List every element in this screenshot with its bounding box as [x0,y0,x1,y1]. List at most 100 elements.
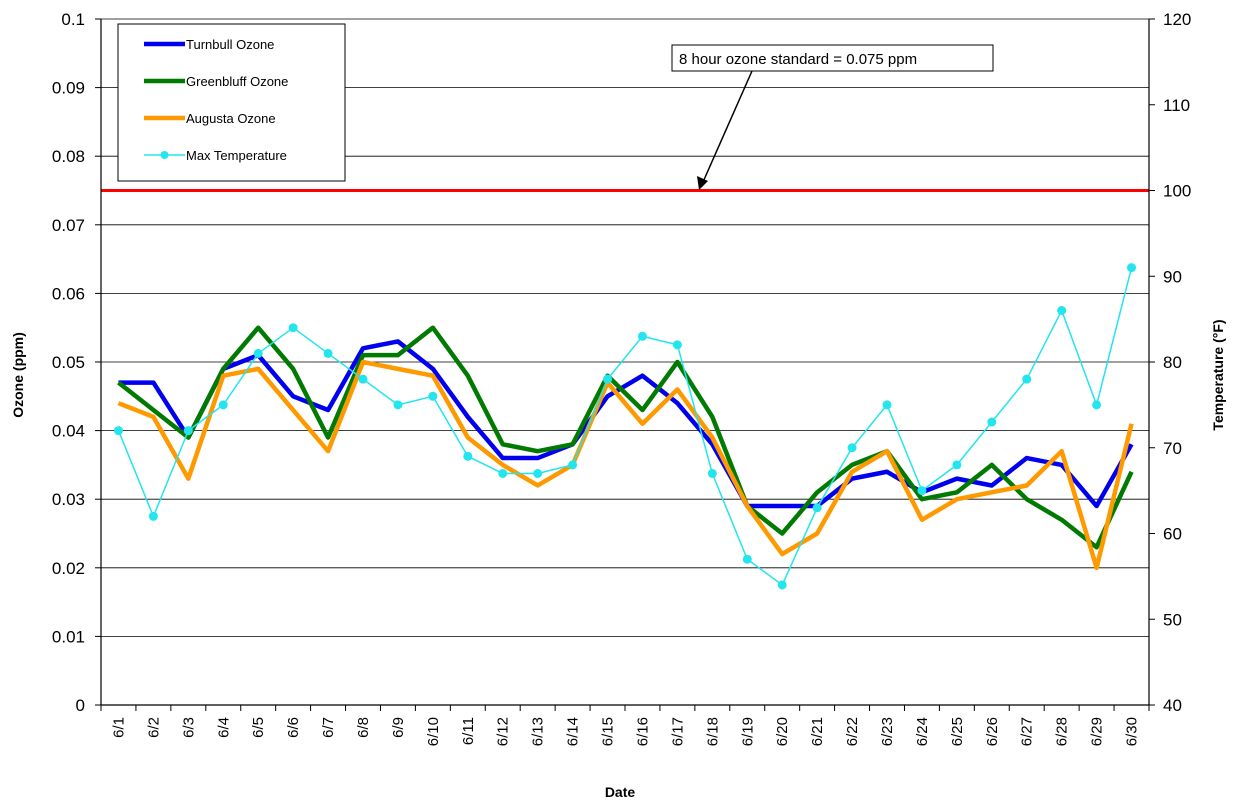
max-temperature-point [1022,374,1032,384]
legend-marker-max-temperature [160,151,169,159]
y2-tick-label: 70 [1163,439,1182,458]
annotation-arrow-shaft [702,70,753,183]
y-tick-label: 0.07 [52,216,85,235]
y2-axis-title: Temperature (°F) [1210,319,1226,430]
y2-tick-label: 60 [1163,525,1182,544]
annotation-box [671,44,994,72]
max-temperature-point [812,503,822,513]
annotation-arrow-head [697,176,708,190]
max-temperature-point [323,348,333,358]
max-temperature-point [672,340,682,350]
y2-tick-label: 120 [1163,10,1191,29]
y-tick-label: 0.05 [52,353,85,372]
left-y-tick-labels: 0 0.01 0.02 0.03 0.04 0.05 0.06 0.07 0.08 0.09 0.1 [52,10,101,715]
max-temperature-point [882,400,892,410]
max-temperature-point [498,468,508,478]
y-tick-label: 0.03 [52,490,85,509]
x-tick-label: 6/14 [565,717,582,746]
max-temperature-point [1092,400,1102,410]
max-temperature-point [1057,306,1067,316]
max-temperature-point [1127,263,1137,273]
max-temperature-line [117,267,1133,586]
x-tick-label: 6/6 [285,717,302,738]
x-tick-label: 6/26 [984,717,1001,746]
max-temperature-point [148,511,158,521]
y-tick-label: 0.1 [61,10,85,29]
x-tick-label: 6/8 [355,717,372,738]
y-tick-label: 0.01 [52,627,85,646]
x-tick-label: 6/16 [634,717,651,746]
annotation: 8 hour ozone standard = 0.075 ppm [671,44,994,190]
x-tick-label: 6/9 [390,717,407,738]
gridlines [101,18,1149,706]
max-temperature-point [428,391,438,401]
y2-tick-label: 110 [1163,96,1190,115]
y-tick-label: 0 [76,696,85,715]
x-tick-label: 6/3 [180,717,197,738]
max-temperature-point [777,580,787,590]
x-tick-labels: 6/1 6/2 6/3 6/4 6/5 6/6 6/7 6/8 6/9 6/10 6/11 6/12 6… [100,705,1150,746]
x-tick-label: 6/23 [879,717,896,746]
turnbull-ozone-line [118,339,1134,509]
legend: Turnbull Ozone Greenbluff Ozone Augusta Oz… [117,23,346,182]
y2-tick-label: 100 [1163,182,1191,201]
annotation-text: 8 hour ozone standard = 0.075 ppm [679,51,917,68]
x-tick-label: 6/20 [774,717,791,746]
x-tick-label: 6/1 [110,717,127,738]
y2-tick-label: 40 [1163,696,1182,715]
max-temperature-point [952,460,962,470]
x-tick-label: 6/25 [949,717,966,746]
y-tick-label: 0.09 [52,79,85,98]
x-tick-label: 6/19 [739,717,756,746]
max-temperature-point [987,417,997,427]
max-temperature-point [742,554,752,564]
max-temperature-point [603,374,613,384]
x-tick-label: 6/18 [704,717,721,746]
y-tick-label: 0.08 [52,147,85,166]
x-tick-label: 6/27 [1019,717,1036,746]
legend-label-turnbull-ozone: Turnbull Ozone [186,37,274,52]
y2-tick-label: 90 [1163,267,1182,286]
x-tick-label: 6/28 [1054,717,1071,746]
x-tick-label: 6/22 [844,717,861,746]
max-temperature-point [218,400,228,410]
x-axis-title: Date [605,784,636,800]
right-y-tick-labels: 40 50 60 70 80 90 100 110 120 [1149,10,1191,715]
max-temperature-point [288,323,298,333]
max-temperature-point [183,426,193,436]
y-tick-label: 0.04 [52,422,85,441]
legend-label-max-temperature: Max Temperature [186,148,287,163]
x-tick-label: 6/29 [1089,717,1106,746]
x-tick-label: 6/11 [460,717,477,745]
greenbluff-ozone-line [117,325,1134,550]
x-tick-label: 6/30 [1124,717,1141,746]
x-tick-label: 6/4 [215,717,232,738]
max-temperature-point [393,400,403,410]
y-tick-label: 0.06 [52,284,85,303]
max-temperature-point [113,426,123,436]
x-tick-label: 6/7 [320,717,337,738]
y-axis-title: Ozone (ppm) [10,332,26,418]
series-lines [113,263,1137,590]
x-tick-label: 6/24 [914,717,931,746]
y-tick-label: 0.02 [52,559,85,578]
max-temperature-point [358,374,368,384]
x-tick-label: 6/21 [809,717,826,746]
max-temperature-point [253,348,263,358]
max-temperature-point [533,468,543,478]
max-temperature-point [463,451,473,461]
x-tick-label: 6/5 [250,717,267,738]
max-temperature-point [637,331,647,341]
max-temperature-point [847,443,857,453]
y2-tick-label: 50 [1163,610,1182,629]
max-temperature-point [568,460,578,470]
legend-label-greenbluff-ozone: Greenbluff Ozone [186,74,288,89]
max-temperature-point [917,486,927,496]
y2-tick-label: 80 [1163,353,1182,372]
x-tick-label: 6/15 [600,717,617,746]
x-tick-label: 6/2 [145,717,162,738]
augusta-ozone-line [117,359,1134,571]
x-tick-label: 6/10 [425,717,442,746]
